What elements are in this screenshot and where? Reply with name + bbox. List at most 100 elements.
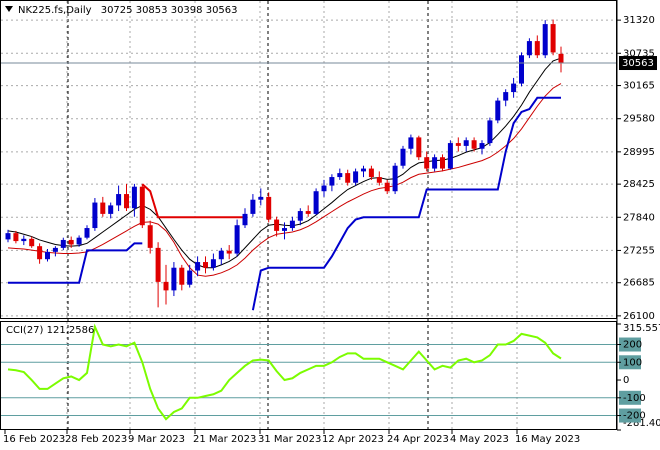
candle-body (353, 171, 359, 183)
y-tick-label: 200 (623, 340, 642, 351)
cci-value: 121.2586 (47, 325, 95, 336)
candle-body (171, 267, 177, 291)
y-tick-label: 29580 (623, 114, 655, 125)
candle-body (282, 228, 287, 231)
main-panel (0, 0, 617, 319)
candle-body (21, 238, 27, 242)
candle-body (108, 205, 114, 214)
candle-body (408, 137, 414, 149)
x-tick-label: 16 Feb 2023 (3, 434, 65, 445)
candle-body (131, 186, 137, 209)
candle-body (337, 173, 343, 178)
candle-body (258, 196, 264, 200)
y-tick-label: 31320 (623, 15, 655, 26)
y-tick-label: 28425 (623, 179, 655, 190)
candle-body (463, 140, 469, 146)
cci-header: CCI(27) 121.2586 (6, 325, 94, 336)
candle-body (250, 199, 256, 214)
high-value: 30853 (136, 5, 168, 16)
candle-body (495, 100, 501, 121)
indicator-line (8, 242, 143, 284)
candle-body (52, 247, 58, 252)
menu-arrow (5, 6, 13, 12)
low-value: 30398 (171, 5, 203, 16)
candle-body (519, 55, 524, 84)
y-tick-label: 315.5575 (623, 323, 660, 334)
candle-body (384, 182, 390, 192)
x-tick-label: 16 May 2023 (515, 434, 580, 445)
candle-body (297, 211, 303, 221)
cci-title: CCI(27) (6, 325, 44, 336)
candle-body (218, 250, 224, 260)
x-tick-label: 31 Mar 2023 (258, 434, 321, 445)
x-tick-label: 21 Mar 2023 (193, 434, 256, 445)
candle-body (60, 239, 66, 248)
indicator-line (7, 323, 562, 421)
close-value: 30563 (206, 5, 238, 16)
candle-body (440, 157, 445, 169)
y-tick-label: 27255 (623, 245, 655, 256)
candle-body (203, 262, 208, 268)
candle-body (376, 177, 382, 183)
candle-body (305, 211, 311, 214)
candle-body (100, 202, 106, 214)
candle-body (313, 191, 319, 214)
x-tick-label: 12 Apr 2023 (322, 434, 384, 445)
candle-body (13, 233, 19, 242)
candle-body (139, 186, 145, 226)
y-tick-label: -200 (623, 411, 646, 422)
y-tick-label: 26685 (623, 278, 655, 289)
y-tick-label: 30735 (623, 48, 655, 59)
candle-body (329, 177, 335, 186)
candle-body (526, 41, 532, 56)
candle-body (392, 165, 398, 192)
indicator-line (251, 96, 561, 311)
candle-body (432, 157, 438, 169)
candle-body (542, 24, 548, 56)
level-label-box (619, 390, 641, 405)
candle-body (68, 239, 74, 245)
level-label-box (619, 408, 641, 423)
candle-body (503, 92, 509, 101)
candle-body (558, 53, 564, 64)
y-tick-label: 100 (623, 357, 642, 368)
candle-body (416, 137, 422, 158)
candle-body (321, 185, 327, 192)
price-label-box (619, 56, 657, 71)
candle-body (45, 251, 50, 260)
y-tick-label: -281.4073 (623, 418, 660, 429)
chart-header: NK225.fs,Daily 30725 30853 30398 30563 (18, 5, 238, 16)
y-tick-label: 27840 (623, 212, 655, 223)
candle-body (511, 83, 517, 93)
x-tick-label: 4 May 2023 (450, 434, 509, 445)
candle-body (455, 143, 461, 146)
candle-body (226, 250, 232, 254)
candle-body (479, 143, 485, 149)
candle-body (361, 168, 366, 172)
candle-body (242, 213, 248, 226)
x-tick-label: 24 Apr 2023 (387, 434, 449, 445)
candle-body (187, 270, 193, 285)
y-tick-label: 28995 (623, 147, 655, 158)
candle-body (550, 24, 556, 53)
candle-body (179, 267, 185, 285)
candle-body (210, 259, 216, 268)
y-tick-label: 26100 (623, 311, 655, 322)
candle-body (471, 140, 477, 149)
candle-body (92, 202, 98, 229)
candle-body (534, 41, 540, 56)
y-tick-label: 0 (623, 375, 629, 386)
level-label-box (619, 355, 641, 370)
candle-body (116, 194, 122, 206)
candle-body (76, 237, 82, 245)
candle-body (345, 173, 351, 183)
candle-body (368, 168, 374, 178)
candle-body (424, 157, 430, 169)
candle-body (266, 196, 272, 220)
candle-body (274, 219, 280, 231)
y-tick-label: -100 (623, 393, 646, 404)
x-tick-label: 28 Feb 2023 (65, 434, 127, 445)
candle-body (163, 281, 169, 291)
candle-body (155, 247, 161, 282)
